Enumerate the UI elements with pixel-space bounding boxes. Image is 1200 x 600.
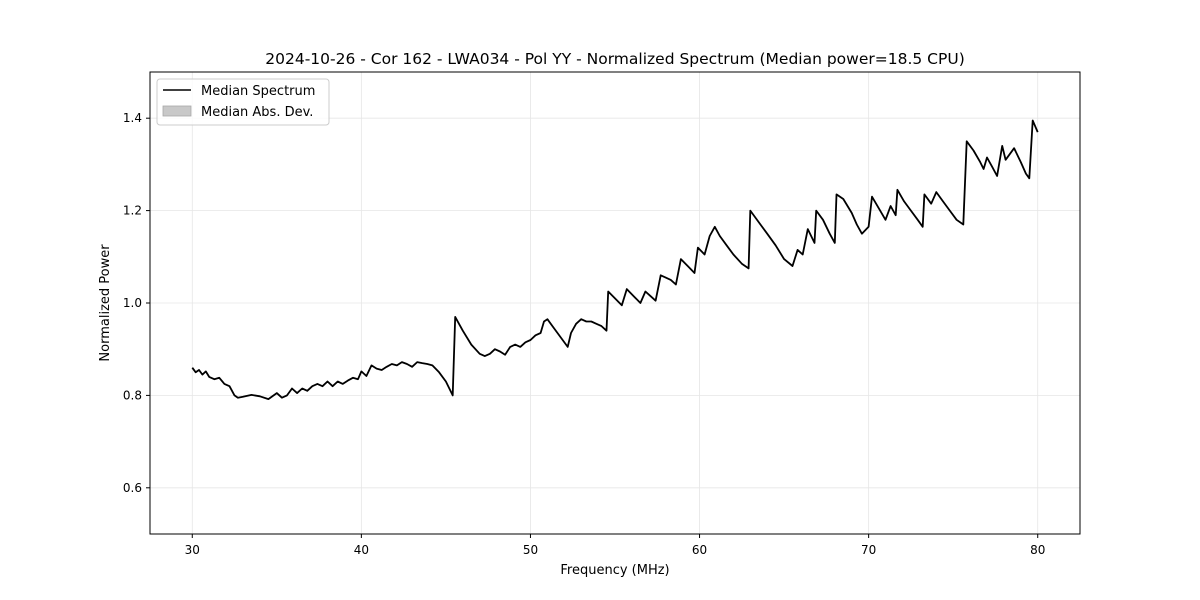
grid-lines [150, 72, 1080, 534]
y-axis: 0.6 0.8 1.0 1.2 1.4 [123, 111, 150, 495]
y-tick-label: 1.2 [123, 204, 142, 218]
x-tick-label: 50 [523, 543, 538, 557]
y-tick-label: 0.8 [123, 388, 142, 402]
legend-label-median-abs-dev: Median Abs. Dev. [201, 105, 313, 120]
x-tick-label: 60 [692, 543, 707, 557]
x-tick-label: 40 [354, 543, 369, 557]
y-tick-label: 1.0 [123, 296, 142, 310]
y-tick-label: 1.4 [123, 111, 142, 125]
legend-label-median-spectrum: Median Spectrum [201, 84, 315, 99]
legend-patch-swatch [162, 105, 192, 117]
y-tick-label: 0.6 [123, 481, 142, 495]
x-tick-label: 70 [861, 543, 876, 557]
x-axis: 30 40 50 60 70 80 [185, 534, 1045, 557]
x-axis-label: Frequency (MHz) [560, 563, 669, 578]
y-axis-label: Normalized Power [98, 244, 113, 362]
x-tick-label: 30 [185, 543, 200, 557]
series-layer [191, 119, 1039, 401]
legend: Median Spectrum Median Abs. Dev. [156, 78, 330, 126]
series-line-median-spectrum [191, 119, 1039, 401]
x-tick-label: 80 [1030, 543, 1045, 557]
chart-title: 2024-10-26 - Cor 162 - LWA034 - Pol YY -… [265, 50, 965, 68]
legend-frame [156, 78, 330, 126]
